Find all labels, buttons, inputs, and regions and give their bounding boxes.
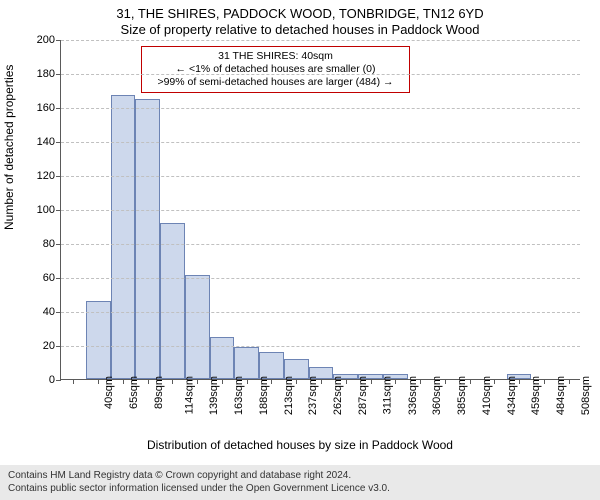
y-axis-label: Number of detached properties <box>2 65 16 230</box>
annotation-line: 31 THE SHIRES: 40sqm <box>148 50 403 63</box>
x-tick-mark <box>172 379 173 384</box>
x-tick-label: 188sqm <box>252 376 270 415</box>
y-tick-label: 100 <box>37 204 61 216</box>
attribution-line1: Contains HM Land Registry data © Crown c… <box>8 470 592 483</box>
x-tick-label: 410sqm <box>475 376 493 415</box>
x-tick-mark <box>519 379 520 384</box>
x-tick-mark <box>371 379 372 384</box>
x-tick-label: 40sqm <box>97 376 115 409</box>
y-tick-label: 120 <box>37 170 61 182</box>
x-tick-label: 139sqm <box>203 376 221 415</box>
plot-area: 31 THE SHIRES: 40sqm← <1% of detached ho… <box>60 40 580 380</box>
x-tick-label: 311sqm <box>375 376 393 414</box>
x-tick-label: 336sqm <box>401 376 419 415</box>
y-gridline <box>61 312 580 313</box>
y-tick-label: 20 <box>43 340 61 352</box>
x-tick-label: 213sqm <box>277 376 295 415</box>
y-gridline <box>61 74 580 75</box>
y-tick-label: 80 <box>43 238 61 250</box>
y-tick-label: 180 <box>37 68 61 80</box>
x-tick-mark <box>98 379 99 384</box>
x-tick-mark <box>395 379 396 384</box>
attribution-line2: Contains public sector information licen… <box>8 483 592 496</box>
x-tick-mark <box>148 379 149 384</box>
y-tick-label: 160 <box>37 102 61 114</box>
x-tick-mark <box>271 379 272 384</box>
x-tick-label: 114sqm <box>177 376 195 414</box>
y-gridline <box>61 40 580 41</box>
x-tick-mark <box>445 379 446 384</box>
histogram-bar <box>259 352 284 379</box>
x-tick-label: 287sqm <box>351 376 369 415</box>
x-tick-mark <box>420 379 421 384</box>
attribution-footer: Contains HM Land Registry data © Crown c… <box>0 465 600 500</box>
annotation-box: 31 THE SHIRES: 40sqm← <1% of detached ho… <box>141 46 410 93</box>
x-tick-mark <box>123 379 124 384</box>
x-tick-mark <box>321 379 322 384</box>
x-tick-mark <box>222 379 223 384</box>
x-tick-label: 262sqm <box>326 376 344 415</box>
x-tick-mark <box>197 379 198 384</box>
chart-container: 31, THE SHIRES, PADDOCK WOOD, TONBRIDGE,… <box>0 0 600 500</box>
x-axis-label: Distribution of detached houses by size … <box>0 438 600 452</box>
chart-title-line2: Size of property relative to detached ho… <box>0 22 600 37</box>
x-tick-label: 385sqm <box>450 376 468 415</box>
x-tick-mark <box>569 379 570 384</box>
x-tick-label: 434sqm <box>500 376 518 415</box>
y-tick-label: 200 <box>37 34 61 46</box>
x-tick-mark <box>73 379 74 384</box>
x-tick-label: 65sqm <box>122 376 140 409</box>
x-tick-mark <box>544 379 545 384</box>
y-gridline <box>61 108 580 109</box>
x-tick-label: 237sqm <box>302 376 320 415</box>
histogram-bar <box>160 223 185 379</box>
x-tick-label: 163sqm <box>227 376 245 415</box>
y-gridline <box>61 210 580 211</box>
x-tick-mark <box>296 379 297 384</box>
y-tick-label: 40 <box>43 306 61 318</box>
y-gridline <box>61 278 580 279</box>
x-tick-mark <box>247 379 248 384</box>
y-gridline <box>61 176 580 177</box>
x-tick-label: 360sqm <box>425 376 443 415</box>
histogram-bar <box>210 337 235 380</box>
chart-title-line1: 31, THE SHIRES, PADDOCK WOOD, TONBRIDGE,… <box>0 6 600 21</box>
x-tick-mark <box>346 379 347 384</box>
histogram-bar <box>111 95 136 379</box>
y-gridline <box>61 142 580 143</box>
x-tick-mark <box>494 379 495 384</box>
x-tick-mark <box>470 379 471 384</box>
x-tick-label: 508sqm <box>574 376 592 415</box>
x-tick-label: 459sqm <box>524 376 542 415</box>
y-tick-label: 60 <box>43 272 61 284</box>
annotation-line: >99% of semi-detached houses are larger … <box>148 76 403 89</box>
y-tick-label: 140 <box>37 136 61 148</box>
histogram-bar <box>185 275 210 379</box>
y-gridline <box>61 244 580 245</box>
x-tick-label: 89sqm <box>147 376 165 409</box>
y-tick-label: 0 <box>49 374 61 386</box>
histogram-bar <box>234 347 259 379</box>
y-gridline <box>61 346 580 347</box>
histogram-bar <box>135 99 160 380</box>
x-tick-label: 484sqm <box>549 376 567 415</box>
